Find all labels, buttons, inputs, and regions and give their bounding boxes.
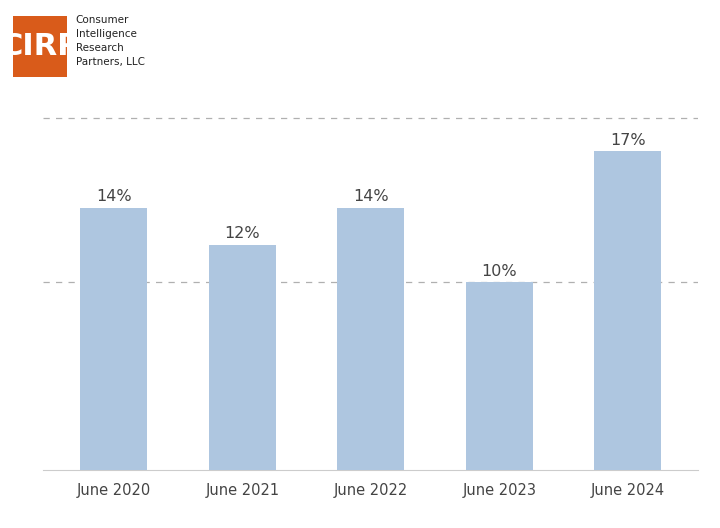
Text: 14%: 14%	[96, 188, 132, 204]
Bar	[209, 245, 276, 470]
Bar	[594, 151, 661, 470]
Bar	[466, 282, 533, 470]
Text: Consumer
Intelligence
Research
Partners, LLC: Consumer Intelligence Research Partners,…	[76, 15, 145, 67]
Bar	[81, 208, 148, 470]
Bar	[338, 208, 404, 470]
Text: CIRP: CIRP	[0, 32, 80, 61]
Text: 10%: 10%	[482, 263, 517, 279]
Text: 17%: 17%	[610, 133, 646, 147]
Text: 14%: 14%	[353, 188, 389, 204]
Text: 12%: 12%	[225, 226, 260, 241]
